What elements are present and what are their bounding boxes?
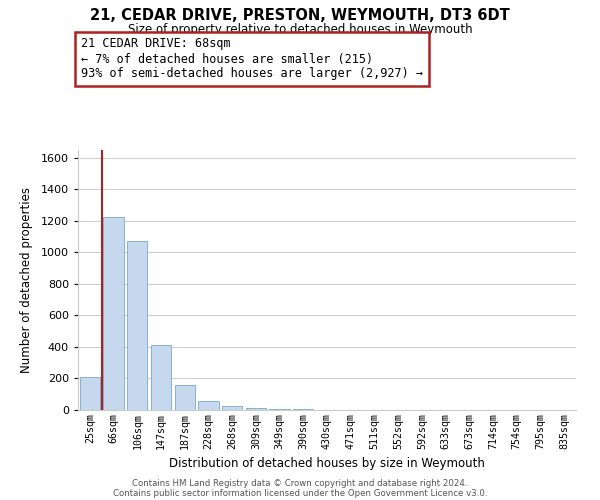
Text: Contains public sector information licensed under the Open Government Licence v3: Contains public sector information licen… (113, 488, 487, 498)
Bar (269, 409, 290, 410)
Bar (127, 240, 148, 410)
Text: 21 CEDAR DRIVE: 68sqm
← 7% of detached houses are smaller (215)
93% of semi-deta: 21 CEDAR DRIVE: 68sqm ← 7% of detached h… (81, 38, 423, 80)
Text: Distribution of detached houses by size in Weymouth: Distribution of detached houses by size … (169, 457, 485, 470)
Bar (293, 409, 313, 410)
Bar (222, 406, 242, 410)
Bar (175, 385, 195, 410)
Bar (199, 402, 218, 410)
Bar (80, 378, 100, 410)
Text: 21, CEDAR DRIVE, PRESTON, WEYMOUTH, DT3 6DT: 21, CEDAR DRIVE, PRESTON, WEYMOUTH, DT3 … (90, 8, 510, 22)
Text: Size of property relative to detached houses in Weymouth: Size of property relative to detached ho… (128, 22, 472, 36)
Text: Contains HM Land Registry data © Crown copyright and database right 2024.: Contains HM Land Registry data © Crown c… (132, 478, 468, 488)
Bar (151, 346, 171, 410)
Bar (103, 217, 124, 410)
Y-axis label: Number of detached properties: Number of detached properties (20, 187, 32, 373)
Bar (246, 408, 266, 410)
